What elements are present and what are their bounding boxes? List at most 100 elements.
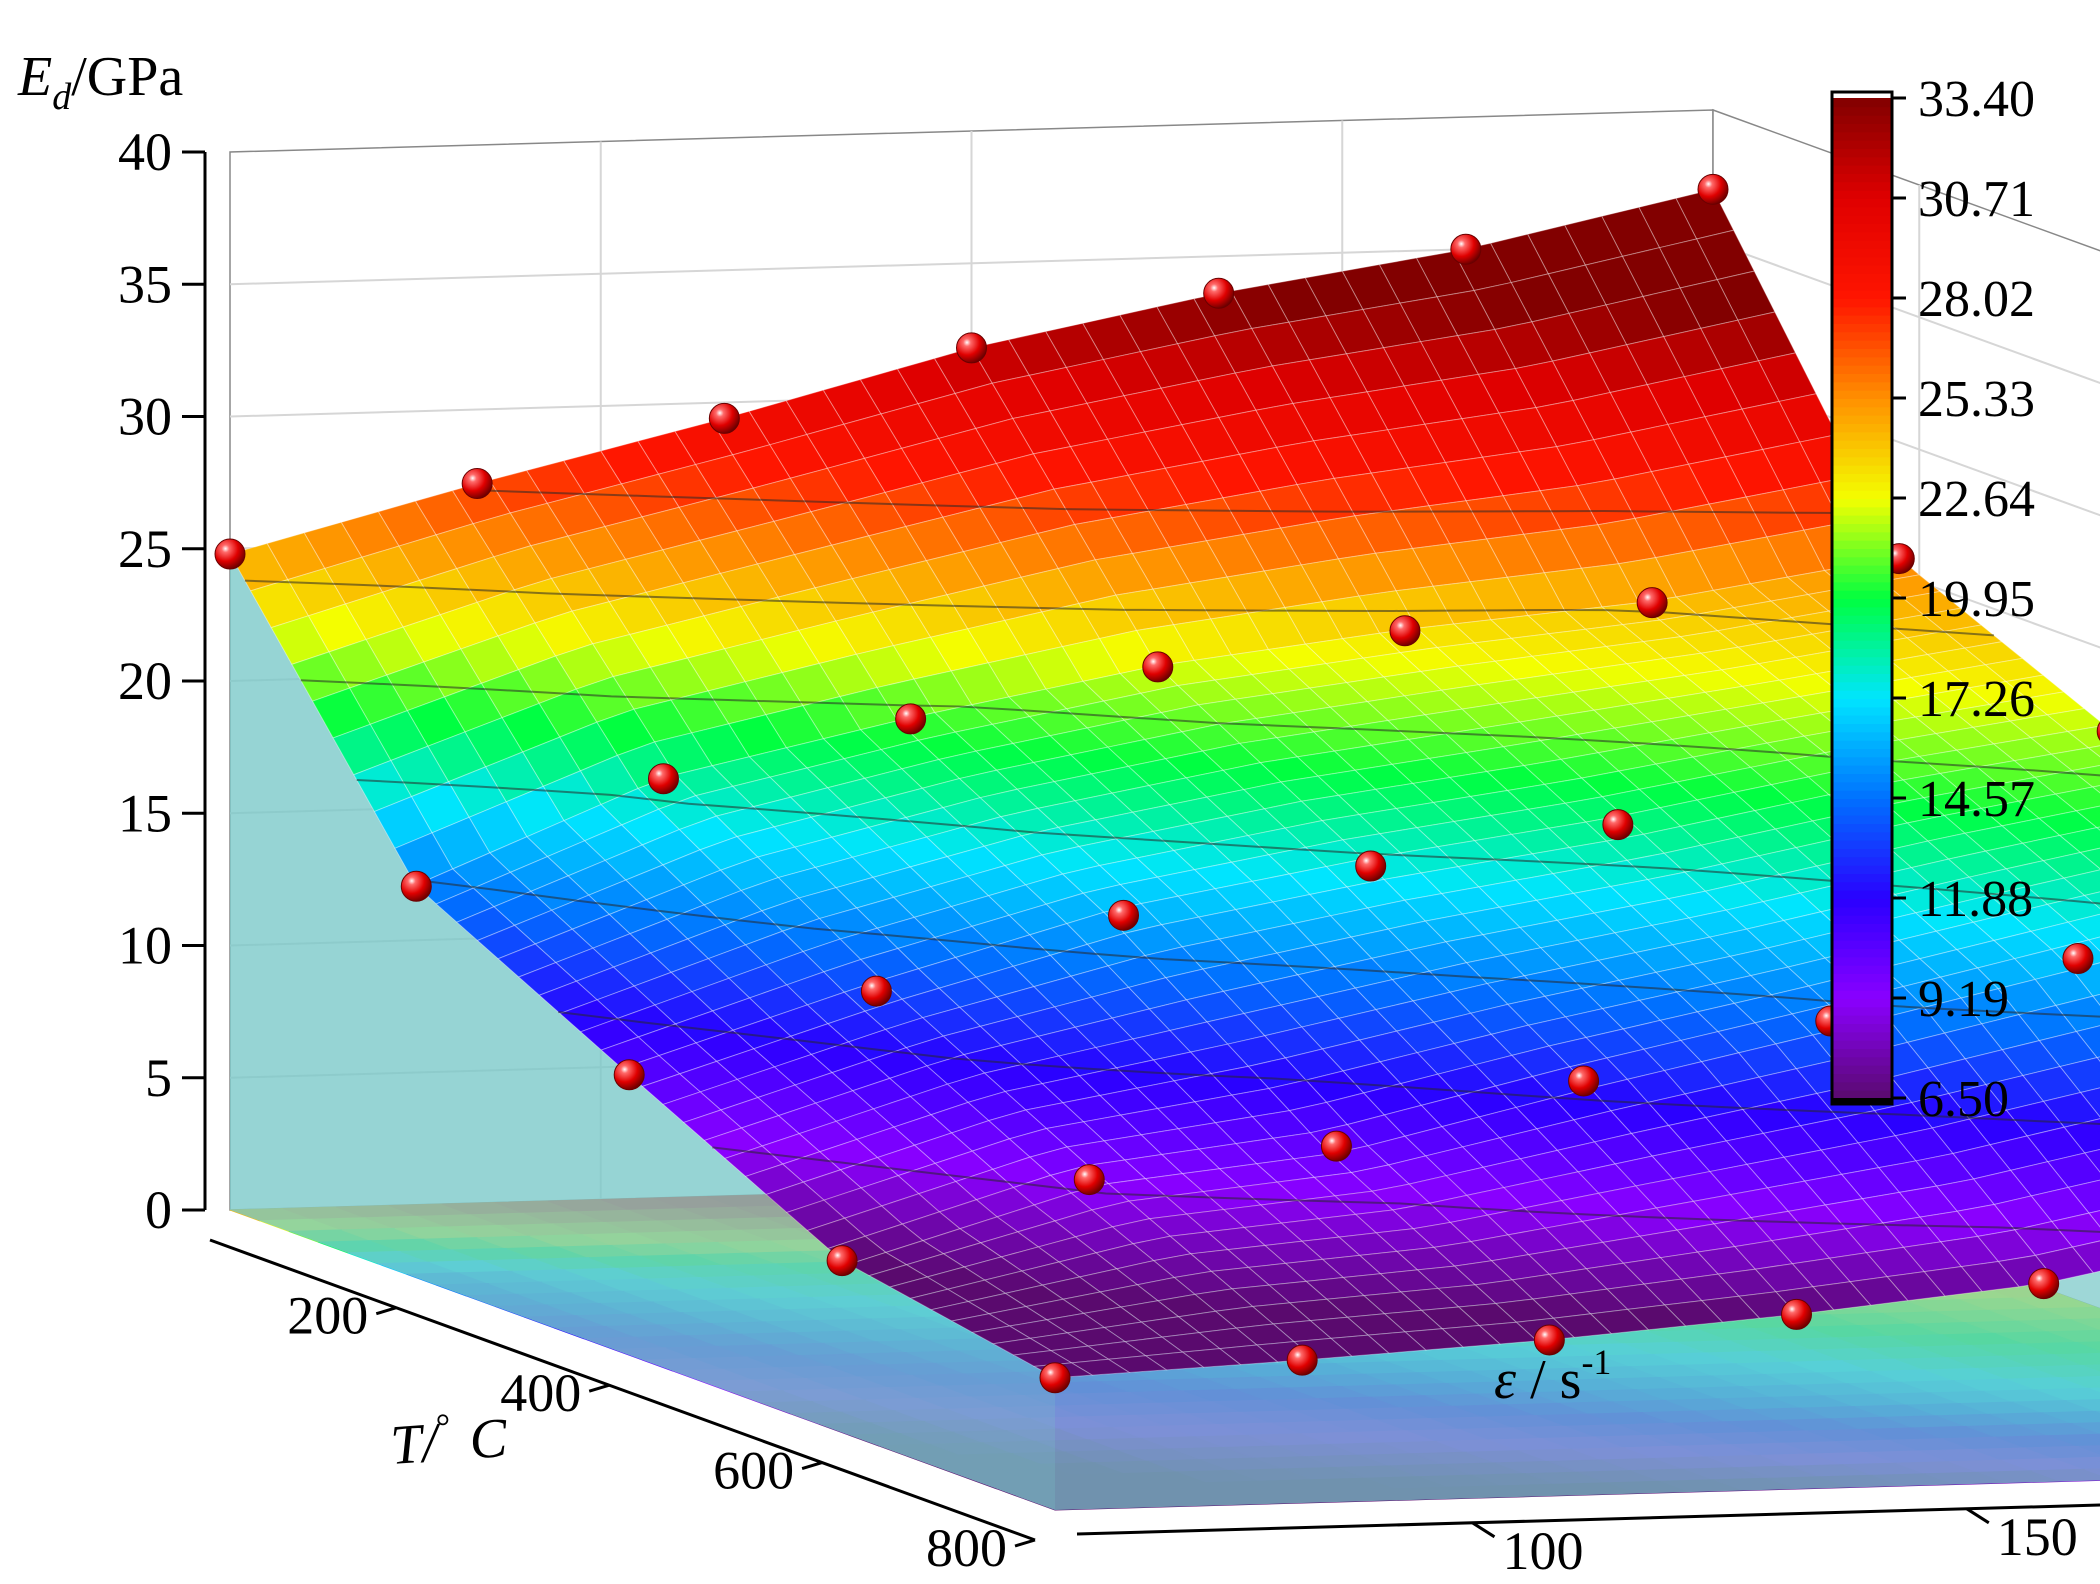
colorbar-segment bbox=[1832, 648, 1892, 658]
surface-cell bbox=[1923, 1266, 1983, 1297]
colorbar-segment bbox=[1832, 889, 1892, 899]
data-point bbox=[214, 538, 246, 570]
data-point bbox=[1108, 899, 1140, 931]
colorbar-segment bbox=[1832, 1048, 1892, 1058]
colorbar-segment bbox=[1832, 273, 1892, 283]
colorbar-segment bbox=[1832, 173, 1892, 183]
colorbar-segment bbox=[1832, 1073, 1892, 1083]
colorbar-tick-label: 9.19 bbox=[1918, 971, 2009, 1028]
colorbar-segment bbox=[1832, 906, 1892, 916]
contour-line bbox=[356, 778, 2100, 905]
data-point bbox=[1039, 1362, 1071, 1394]
colorbar-segment bbox=[1832, 148, 1892, 158]
s-axis-title: ε / s-1 bbox=[1494, 1342, 1611, 1411]
z-tick-label: 15 bbox=[118, 783, 172, 843]
surface-cell bbox=[2091, 993, 2100, 1007]
colorbar-segment bbox=[1832, 831, 1892, 841]
colorbar-segment bbox=[1832, 156, 1892, 166]
colorbar-segment bbox=[1832, 131, 1892, 141]
colorbar-segment bbox=[1832, 723, 1892, 733]
colorbar-segment bbox=[1832, 106, 1892, 116]
colorbar-segment bbox=[1832, 656, 1892, 666]
colorbar-segment bbox=[1832, 206, 1892, 216]
colorbar-segment bbox=[1832, 448, 1892, 458]
colorbar-segment bbox=[1832, 598, 1892, 608]
z-tick-label: 35 bbox=[118, 254, 172, 314]
colorbar-segment bbox=[1832, 339, 1892, 349]
axes: 0510152025303540200400600800100150200 bbox=[118, 122, 2100, 1581]
data-point bbox=[2096, 721, 2100, 741]
colorbar: 6.50 9.19 11.88 14.57 17.26 19.95 22.64 25.33 28… bbox=[1830, 71, 2035, 1128]
surface-cell bbox=[2066, 725, 2100, 749]
s-axis-line bbox=[1076, 1503, 2100, 1536]
colorbar-segment bbox=[1832, 514, 1892, 524]
colorbar-segment bbox=[1832, 264, 1892, 274]
colorbar-segment bbox=[1832, 464, 1892, 474]
s-tick-label: 100 bbox=[1502, 1521, 1583, 1581]
t-tick bbox=[375, 1306, 397, 1316]
data-point bbox=[895, 703, 927, 735]
surface-cell bbox=[2087, 936, 2100, 952]
colorbar-segment bbox=[1832, 356, 1892, 366]
colorbar-segment bbox=[1832, 589, 1892, 599]
z-tick-label: 25 bbox=[118, 519, 172, 579]
data-point bbox=[1142, 651, 1174, 683]
colorbar-tick-label: 14.57 bbox=[1918, 771, 2035, 828]
data-point bbox=[1355, 850, 1387, 882]
colorbar-segment bbox=[1832, 939, 1892, 949]
z-tick-label: 20 bbox=[118, 651, 172, 711]
colorbar-segment bbox=[1832, 781, 1892, 791]
colorbar-tick-label: 17.26 bbox=[1918, 671, 2035, 728]
colorbar-bottom-cap bbox=[1832, 1098, 1892, 1104]
colorbar-segment bbox=[1832, 239, 1892, 249]
colorbar-segment bbox=[1832, 639, 1892, 649]
colorbar-segment bbox=[1832, 223, 1892, 233]
surface-cell bbox=[1663, 1300, 1724, 1327]
surface-cell bbox=[2091, 785, 2100, 794]
colorbar-segment bbox=[1832, 931, 1892, 941]
data-point bbox=[1389, 615, 1421, 647]
colorbar-segment bbox=[1832, 523, 1892, 533]
colorbar-segment bbox=[1832, 556, 1892, 566]
colorbar-segment bbox=[1832, 498, 1892, 508]
colorbar-segment bbox=[1832, 256, 1892, 266]
contour-line bbox=[481, 489, 1877, 515]
contour-line bbox=[712, 1146, 2100, 1233]
colorbar-segment bbox=[1832, 214, 1892, 224]
colorbar-segment bbox=[1832, 373, 1892, 383]
colorbar-segment bbox=[1832, 198, 1892, 208]
colorbar-segment bbox=[1832, 839, 1892, 849]
colorbar-segment bbox=[1832, 189, 1892, 199]
colorbar-segment bbox=[1832, 623, 1892, 633]
surface-cell bbox=[1366, 1331, 1427, 1354]
surface-cell bbox=[2075, 805, 2100, 829]
z-tick-label: 0 bbox=[145, 1180, 172, 1240]
data-point bbox=[2028, 1268, 2060, 1300]
colorbar-segment bbox=[1832, 1039, 1892, 1049]
colorbar-segment bbox=[1832, 606, 1892, 616]
colorbar-segment bbox=[1832, 539, 1892, 549]
colorbar-segment bbox=[1832, 631, 1892, 641]
colorbar-segment bbox=[1832, 856, 1892, 866]
colorbar-segment bbox=[1832, 989, 1892, 999]
colorbar-tick-label: 19.95 bbox=[1918, 571, 2035, 628]
colorbar-segment bbox=[1832, 381, 1892, 391]
data-point bbox=[1602, 809, 1634, 841]
colorbar-segment bbox=[1832, 314, 1892, 324]
colorbar-segment bbox=[1832, 673, 1892, 683]
data-point bbox=[461, 468, 493, 500]
colorbar-segment bbox=[1832, 423, 1892, 433]
colorbar-segment bbox=[1832, 864, 1892, 874]
colorbar-segment bbox=[1832, 848, 1892, 858]
colorbar-segment bbox=[1832, 756, 1892, 766]
colorbar-segment bbox=[1832, 248, 1892, 258]
data-points bbox=[214, 173, 2100, 1394]
surface-cell bbox=[2059, 1057, 2100, 1094]
data-point bbox=[1320, 1130, 1352, 1162]
s-tick bbox=[1471, 1521, 1496, 1539]
colorbar-segment bbox=[1832, 664, 1892, 674]
t-tick bbox=[1014, 1538, 1036, 1548]
t-tick bbox=[801, 1461, 823, 1471]
data-point bbox=[1450, 233, 1482, 265]
